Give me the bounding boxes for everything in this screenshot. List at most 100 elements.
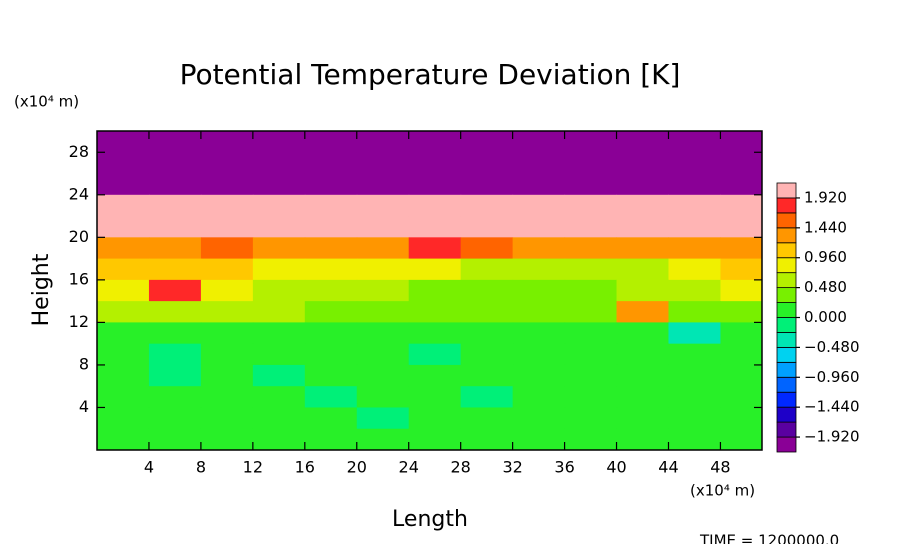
heat-cell	[252, 343, 306, 366]
heat-cell	[356, 364, 410, 387]
heat-cell	[97, 173, 150, 196]
heat-cell	[616, 152, 669, 175]
y-tick-label: 28	[69, 142, 89, 161]
heat-cell	[252, 258, 306, 281]
heat-cell	[252, 364, 306, 387]
heat-cell	[304, 343, 358, 366]
heat-cell	[304, 386, 358, 408]
x-tick-label: 8	[196, 458, 206, 477]
colorbar-box	[776, 376, 797, 393]
colorbar-box	[776, 182, 797, 199]
x-tick-label: 12	[243, 458, 263, 477]
heat-cell	[356, 131, 410, 153]
heat-cell	[720, 173, 762, 196]
heat-cell	[304, 152, 358, 175]
heat-cell	[148, 301, 202, 323]
heat-cell	[200, 407, 254, 430]
heat-cell	[356, 386, 410, 408]
heat-cell	[97, 258, 150, 281]
heat-cell	[720, 407, 762, 430]
heat-cell	[148, 364, 202, 387]
heat-cell	[460, 322, 514, 345]
heat-cell	[408, 194, 462, 217]
heat-cell	[720, 386, 762, 408]
heat-cell	[564, 258, 618, 281]
heat-cell	[564, 322, 618, 345]
heat-cell	[408, 279, 462, 302]
heat-cell	[148, 279, 202, 302]
heat-cell	[408, 258, 462, 281]
colorbar-box	[776, 302, 797, 318]
heat-cell	[564, 194, 618, 217]
heat-cell	[616, 301, 669, 323]
heat-cell	[668, 364, 721, 387]
heat-cell	[97, 322, 150, 345]
heat-cell	[97, 152, 150, 175]
heat-cell	[616, 279, 669, 302]
colorbar-box	[776, 317, 797, 333]
heat-cell	[564, 131, 618, 153]
heat-cell	[460, 279, 514, 302]
heat-cell	[460, 131, 514, 153]
heat-cell	[668, 237, 721, 260]
heat-cell	[200, 386, 254, 408]
heat-cell	[252, 428, 306, 450]
colorbar-box	[776, 242, 797, 259]
heat-cell	[252, 194, 306, 217]
heat-cell	[408, 364, 462, 387]
heat-cell	[200, 216, 254, 238]
heat-cell	[720, 279, 762, 302]
heat-cell	[720, 301, 762, 323]
heat-cell	[668, 194, 721, 217]
heat-cell	[148, 152, 202, 175]
heat-cell	[668, 322, 721, 345]
heat-cell	[720, 258, 762, 281]
heat-cell	[616, 343, 669, 366]
heat-cell	[356, 216, 410, 238]
colorbar-label: −1.920	[804, 428, 860, 446]
x-tick-label: 20	[347, 458, 367, 477]
x-tick-label: 24	[399, 458, 419, 477]
heat-cell	[252, 279, 306, 302]
heat-cell	[512, 428, 566, 450]
heat-cell	[720, 194, 762, 217]
y-tick-label: 8	[79, 354, 89, 373]
colorbar-label: 0.960	[804, 248, 847, 266]
heat-cell	[200, 131, 254, 153]
colorbar-box	[776, 287, 797, 303]
colorbar-box	[776, 227, 797, 244]
heat-cell	[148, 343, 202, 366]
heat-cell	[616, 237, 669, 260]
heat-cell	[408, 322, 462, 345]
heat-cell	[564, 216, 618, 238]
heat-cell	[200, 152, 254, 175]
heat-cell	[564, 173, 618, 196]
colorbar-label: 1.440	[804, 218, 847, 236]
heat-cell	[564, 407, 618, 430]
heat-cell	[460, 194, 514, 217]
colorbar-box	[776, 436, 797, 453]
y-axis-label: Height	[29, 253, 54, 326]
heat-cell	[616, 407, 669, 430]
heat-cell	[668, 301, 721, 323]
heat-cell	[512, 343, 566, 366]
heat-cell	[252, 407, 306, 430]
heat-cell	[720, 216, 762, 238]
heat-cell	[356, 194, 410, 217]
heat-cell	[460, 216, 514, 238]
heat-cell	[408, 428, 462, 450]
heat-cell	[356, 322, 410, 345]
colorbar-label: 0.480	[804, 278, 847, 296]
x-tick-label: 44	[658, 458, 678, 477]
heat-cell	[564, 301, 618, 323]
heat-cell	[148, 386, 202, 408]
heat-cell	[408, 237, 462, 260]
heat-cell	[720, 152, 762, 175]
heat-cell	[512, 301, 566, 323]
heat-cell	[616, 322, 669, 345]
heat-cell	[97, 428, 150, 450]
colorbar-box	[776, 257, 797, 274]
heat-cell	[408, 173, 462, 196]
heat-cell	[304, 216, 358, 238]
y-tick-label: 20	[69, 227, 89, 246]
